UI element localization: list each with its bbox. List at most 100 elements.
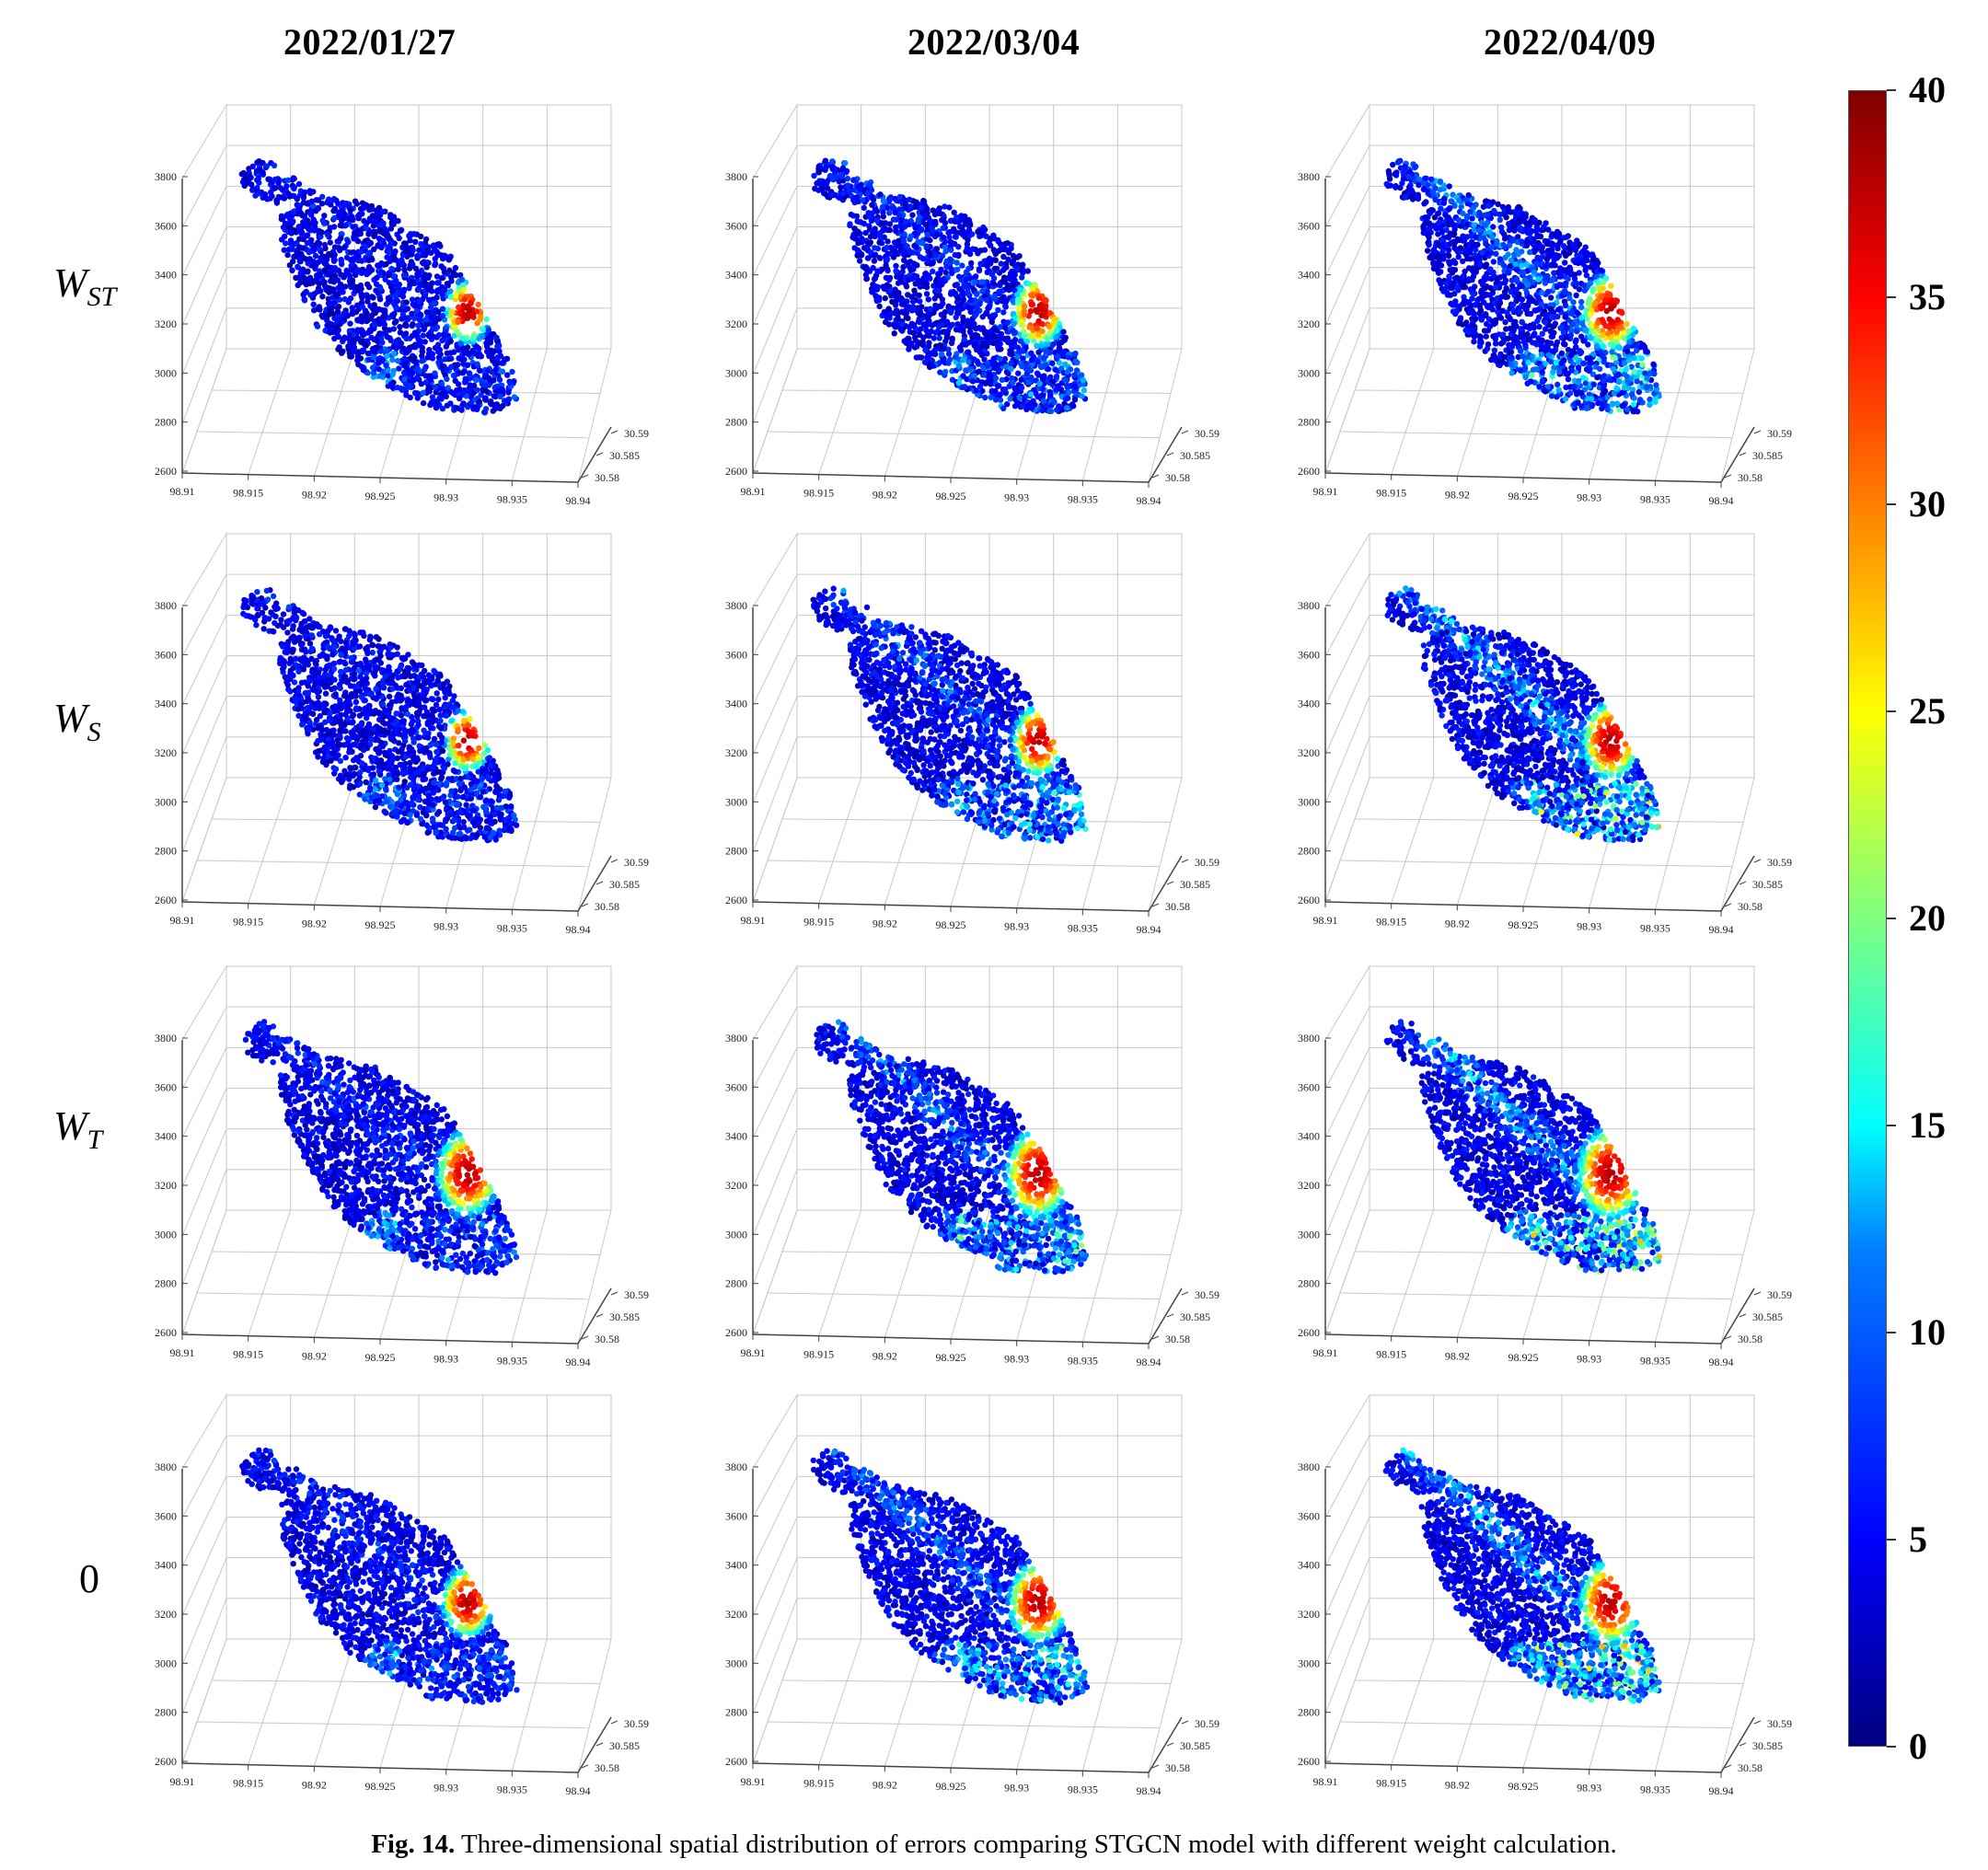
error-point [289,267,295,273]
error-point [1004,401,1011,408]
error-point [1491,207,1497,214]
error-point [434,348,442,355]
error-point [969,246,977,252]
error-point [961,283,967,290]
error-point [922,347,929,353]
error-point [963,269,970,275]
error-point [955,379,962,387]
error-point [938,303,944,309]
error-point [325,300,332,306]
error-point [985,363,991,369]
error-point [1030,292,1036,298]
error-point [891,330,897,337]
error-point [391,255,398,262]
error-point [1000,274,1008,281]
error-point [295,203,301,210]
error-point [851,245,858,251]
error-point [997,335,1003,341]
error-point [404,306,411,312]
error-point [409,310,415,317]
error-point [448,364,455,370]
error-point [1590,381,1597,387]
error-point [1555,381,1561,388]
error-point [311,263,318,270]
error-point [1629,387,1636,393]
error-point [299,270,306,277]
error-point [385,244,391,250]
error-point [997,355,1003,363]
error-point [887,287,894,294]
error-point [457,395,463,402]
error-point [907,233,914,239]
error-point [819,186,826,192]
error-point [1536,314,1543,320]
error-point [912,200,919,206]
error-point [1561,298,1568,305]
error-point [1500,272,1508,279]
error-point [390,326,398,332]
error-point [1001,355,1009,363]
error-point [310,301,317,307]
error-point [1440,256,1447,262]
error-point [1520,339,1527,345]
error-point [485,327,491,333]
error-point [890,254,897,260]
error-point [947,309,954,316]
error-point [503,355,511,362]
error-point [869,210,875,216]
error-point [1503,326,1509,332]
error-point [943,318,951,325]
error-point [1004,240,1011,247]
column-title-2: 2022/03/04 [907,20,1080,63]
error-point [393,278,399,284]
error-point [426,388,433,395]
error-point [1516,334,1523,341]
error-point [884,204,891,211]
error-point [374,338,380,344]
error-point [1570,299,1577,306]
error-point [421,279,428,285]
error-point [1027,367,1034,374]
error-point [982,380,989,387]
error-point [363,225,370,232]
error-point [1532,307,1539,314]
error-point [892,209,898,216]
error-point [960,292,966,298]
error-point [432,384,439,390]
error-point [497,393,503,399]
error-point [364,298,371,305]
error-point [414,395,421,401]
error-point [345,238,352,246]
error-point [937,369,943,375]
error-point [1015,370,1022,376]
error-point [881,198,887,204]
x-tick-label: 98.915 [1376,487,1406,500]
error-point [894,323,901,329]
error-point [1053,387,1059,393]
error-point [474,404,480,410]
error-point [470,382,478,389]
error-point [390,272,397,279]
z-tick-label: 3600 [1298,219,1320,232]
error-point [988,394,994,400]
error-point [300,222,307,228]
error-point [358,313,365,319]
error-point [1458,203,1464,210]
error-point [402,320,409,328]
error-point [419,348,425,355]
error-point [1011,391,1018,398]
error-point [327,306,333,313]
error-point [924,231,930,238]
error-point [919,240,925,247]
error-point [936,205,942,212]
error-point [265,176,272,182]
error-point [881,308,887,316]
error-point [469,334,477,341]
error-point [430,326,436,332]
error-point [983,296,990,304]
error-point [424,354,432,361]
error-point [434,241,442,248]
error-point [331,244,339,250]
error-point [1036,380,1043,387]
error-point [872,206,879,213]
